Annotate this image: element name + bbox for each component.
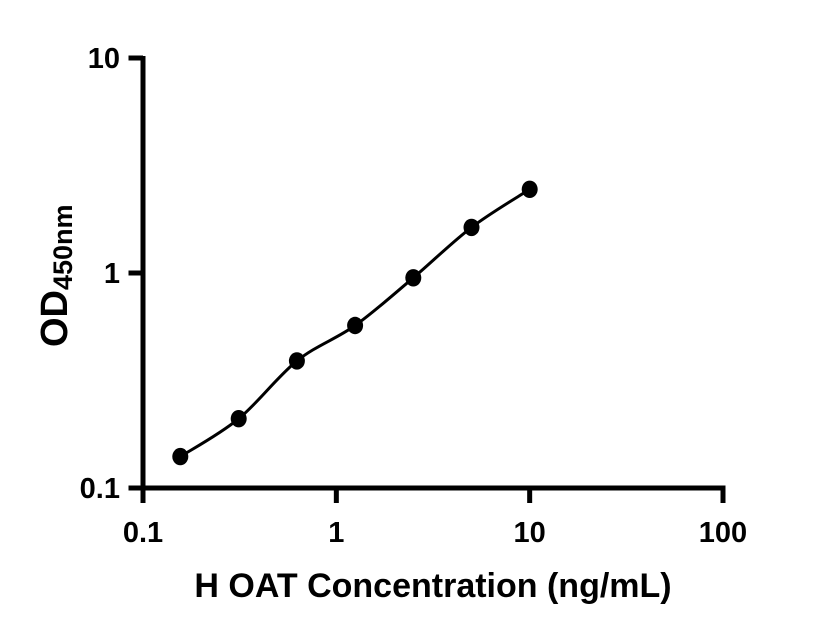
data-series bbox=[172, 180, 538, 466]
data-point bbox=[463, 218, 480, 237]
data-point bbox=[172, 447, 189, 466]
x-tick-label: 1 bbox=[328, 517, 344, 549]
y-axis-title-subscript: 450nm bbox=[48, 204, 78, 290]
x-tick-label: 10 bbox=[514, 517, 546, 549]
y-axis-title: OD450nm bbox=[34, 204, 78, 347]
x-axis-title: H OAT Concentration (ng/mL) bbox=[194, 567, 671, 605]
y-tick-label: 0.1 bbox=[80, 473, 120, 505]
tick-labels: 0.1 1 10 100 10 1 0.1 bbox=[80, 43, 748, 549]
x-tick-label: 100 bbox=[699, 517, 747, 549]
data-point bbox=[288, 352, 305, 370]
data-point bbox=[521, 180, 538, 198]
data-point bbox=[347, 316, 364, 335]
tick-marks bbox=[128, 55, 726, 503]
x-tick-label: 0.1 bbox=[123, 517, 163, 549]
data-point bbox=[230, 410, 247, 428]
y-axis-title-main: OD bbox=[34, 290, 76, 347]
data-point bbox=[405, 269, 422, 287]
y-tick-label: 1 bbox=[104, 258, 120, 290]
axes bbox=[140, 56, 726, 491]
y-tick-label: 10 bbox=[88, 43, 120, 75]
